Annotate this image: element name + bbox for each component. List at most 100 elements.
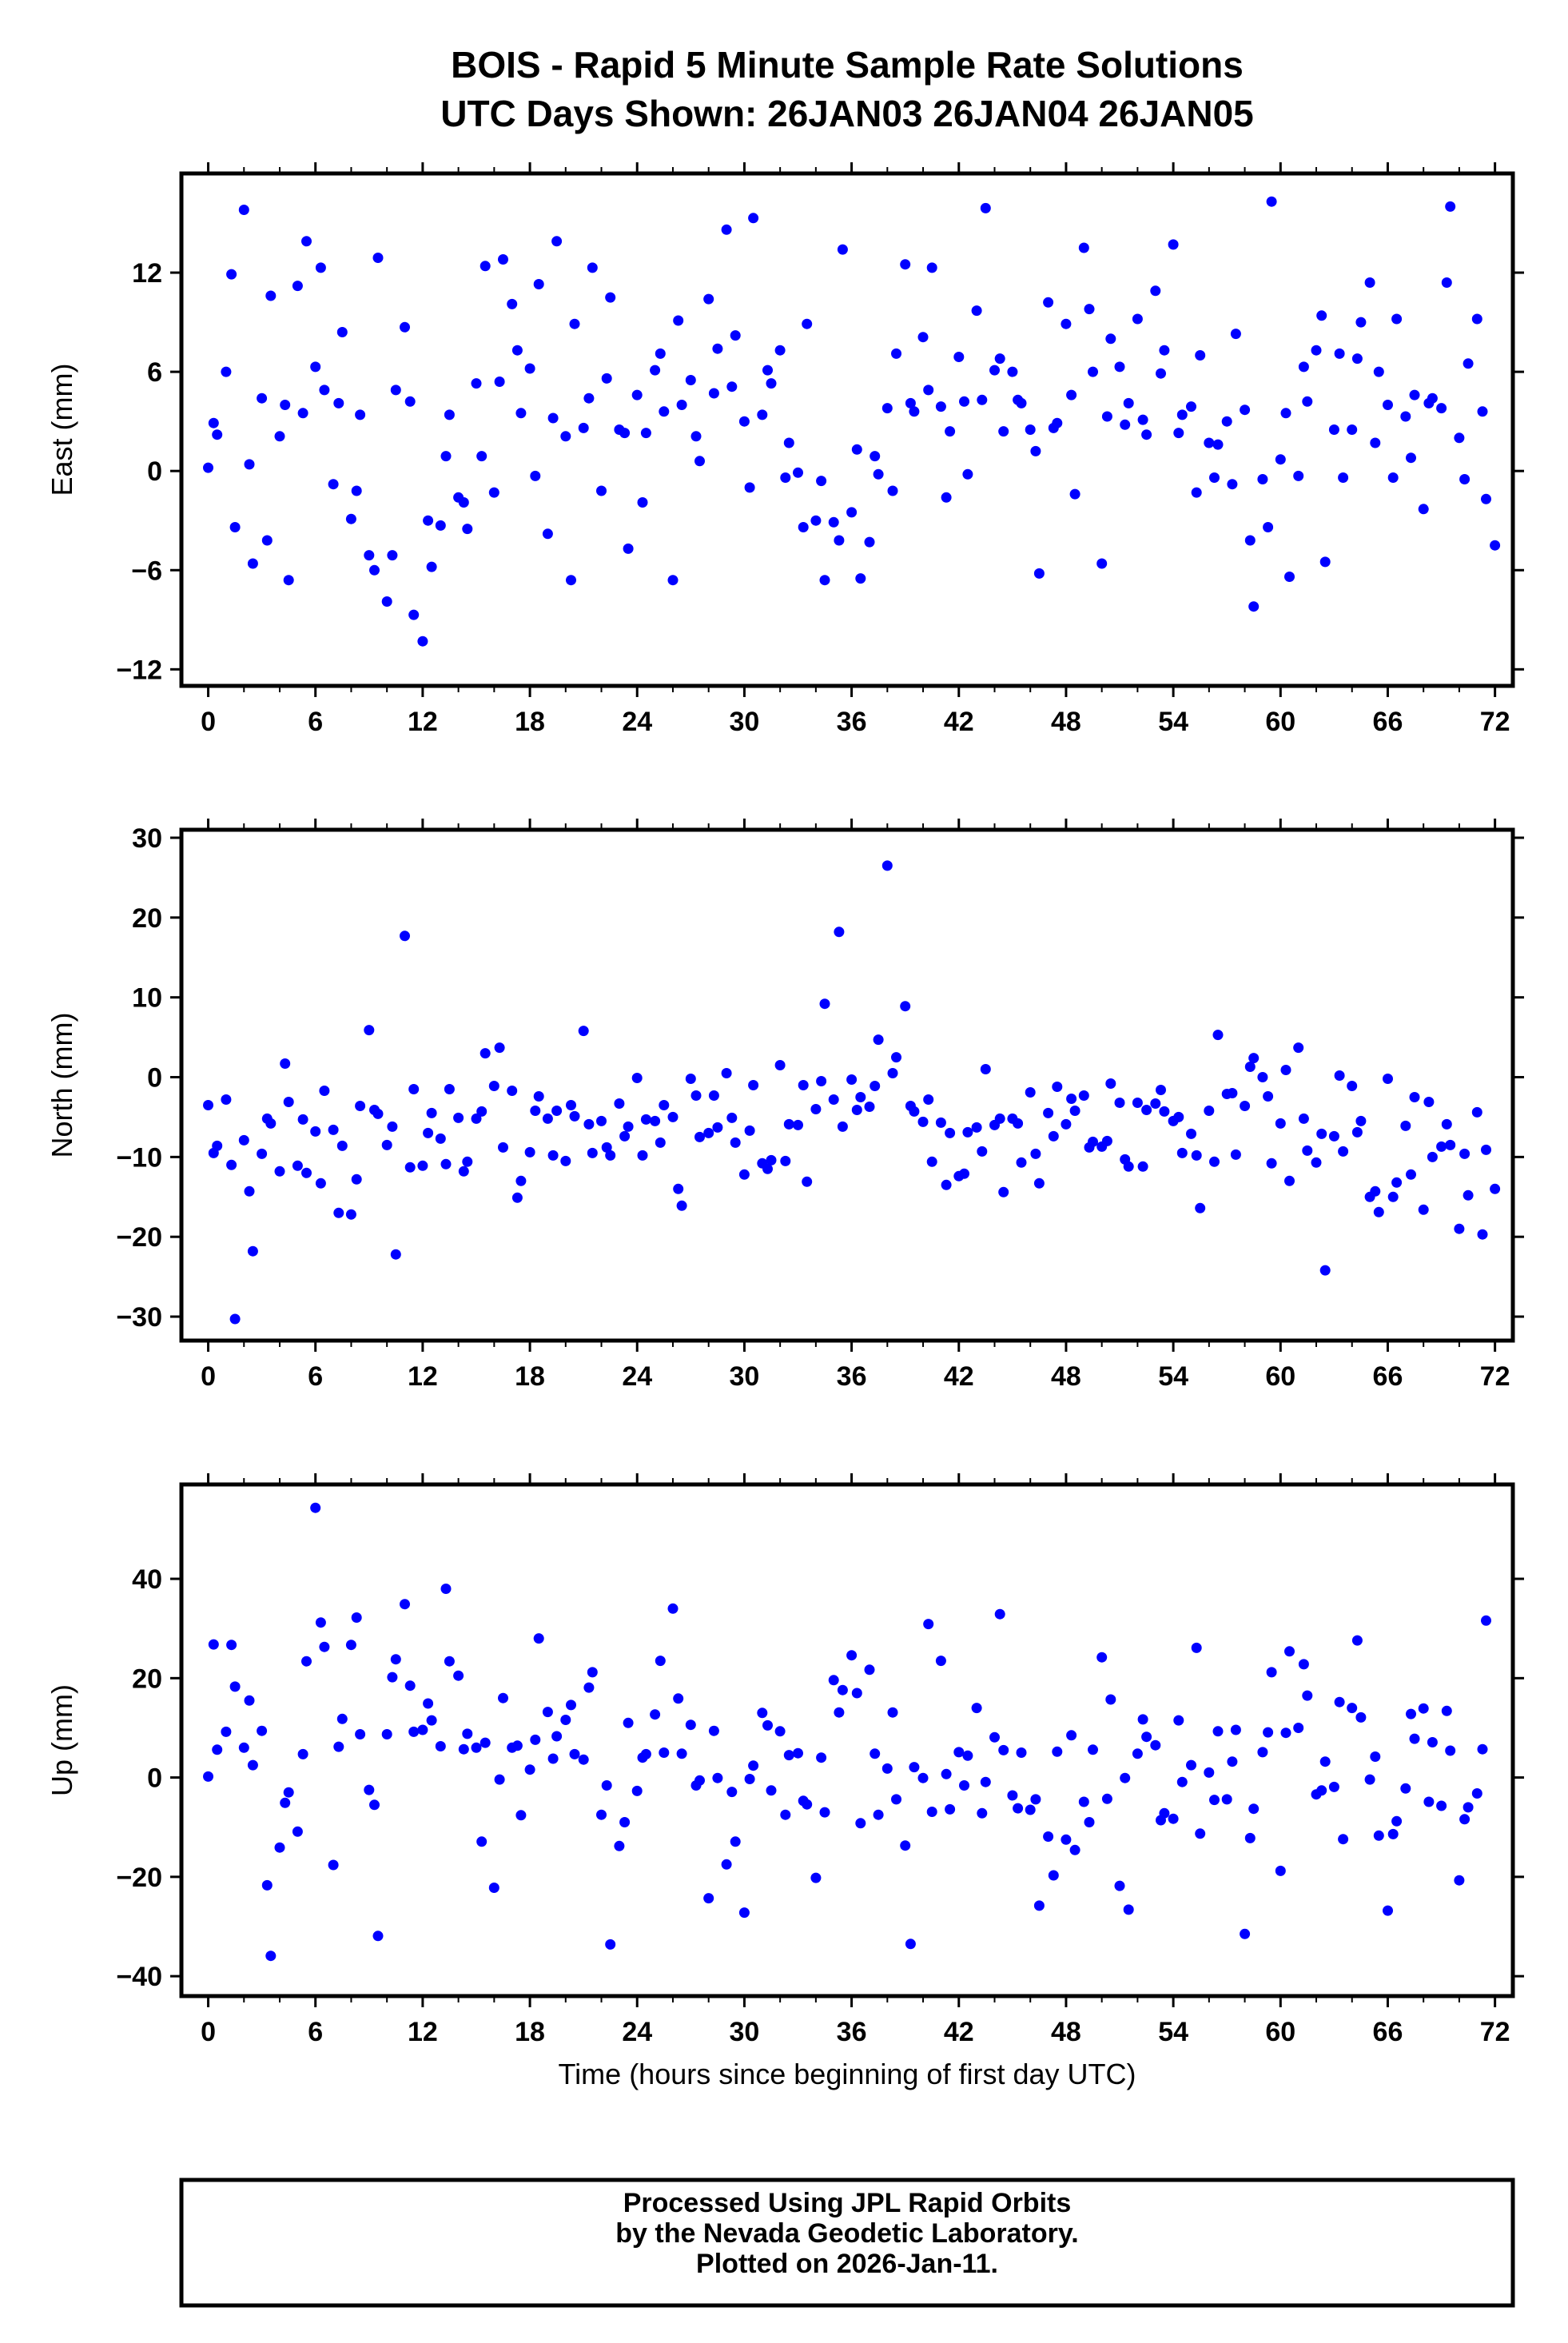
east-data-point	[387, 550, 398, 561]
east-data-point	[1298, 361, 1309, 373]
north-data-point	[444, 1084, 455, 1094]
east-data-point	[244, 459, 255, 470]
east-data-point	[917, 332, 929, 343]
up-y-tick-label: −20	[116, 1863, 162, 1893]
east-data-point	[1248, 601, 1260, 612]
up-data-point	[1221, 1794, 1232, 1805]
east-data-point	[1168, 239, 1179, 250]
east-data-point	[926, 262, 937, 273]
east-data-point	[855, 573, 866, 584]
east-data-point	[1120, 419, 1131, 430]
east-data-point	[1088, 366, 1098, 377]
up-data-point	[1078, 1796, 1089, 1807]
up-data-point	[909, 1762, 920, 1773]
up-data-point	[1007, 1790, 1018, 1801]
east-data-point	[587, 262, 598, 273]
up-data-point	[1240, 1928, 1251, 1939]
up-data-point	[1013, 1803, 1024, 1814]
north-data-point	[673, 1183, 684, 1194]
up-data-point	[721, 1859, 732, 1870]
north-data-point	[515, 1175, 527, 1186]
up-data-point	[1364, 1774, 1375, 1785]
north-data-point	[1316, 1128, 1327, 1139]
up-data-point	[578, 1754, 589, 1765]
up-data-point	[953, 1747, 965, 1758]
up-data-point	[1123, 1904, 1134, 1915]
north-x-tick-label: 42	[944, 1361, 974, 1392]
up-points	[203, 1502, 1491, 1962]
north-data-point	[1280, 1065, 1291, 1075]
north-x-tick-label: 24	[622, 1361, 652, 1392]
up-data-point	[1212, 1726, 1224, 1737]
north-data-point	[1400, 1120, 1411, 1131]
up-data-point	[274, 1842, 285, 1853]
north-data-point	[1418, 1204, 1429, 1215]
up-data-point	[1427, 1737, 1438, 1747]
east-data-point	[1030, 445, 1041, 456]
north-data-point	[676, 1200, 687, 1211]
east-data-point	[1105, 333, 1116, 345]
east-data-point	[637, 497, 648, 508]
north-data-point	[1141, 1105, 1152, 1115]
up-data-point	[738, 1907, 750, 1919]
north-data-point	[1459, 1148, 1470, 1159]
up-data-point	[494, 1774, 505, 1785]
up-data-point	[336, 1713, 348, 1724]
up-data-point	[1030, 1794, 1041, 1805]
east-data-point	[1373, 366, 1384, 377]
up-data-point	[596, 1809, 607, 1820]
east-y-tick-label: 0	[147, 456, 162, 487]
east-data-point	[935, 401, 946, 412]
up-data-point	[873, 1809, 884, 1820]
north-data-point	[1257, 1072, 1268, 1082]
north-data-point	[560, 1155, 571, 1166]
up-data-point	[569, 1748, 580, 1759]
up-y-tick-label: 40	[132, 1564, 162, 1595]
north-data-point	[435, 1133, 446, 1144]
up-x-tick-label: 36	[837, 2017, 867, 2047]
north-data-point	[261, 1113, 273, 1124]
up-data-point	[551, 1731, 563, 1742]
north-data-point	[1319, 1265, 1331, 1276]
up-data-point	[851, 1688, 862, 1699]
east-data-point	[1302, 396, 1313, 407]
up-x-tick-label: 72	[1480, 2017, 1510, 2047]
east-data-point	[1409, 389, 1420, 400]
up-data-point	[229, 1681, 241, 1692]
north-data-point	[1176, 1147, 1188, 1158]
east-data-point	[274, 431, 285, 442]
east-data-point	[292, 281, 303, 292]
north-data-point	[226, 1159, 237, 1170]
east-data-point	[1137, 414, 1148, 425]
up-data-point	[712, 1772, 723, 1783]
east-data-point	[783, 437, 794, 448]
east-x-tick-label: 66	[1373, 707, 1403, 737]
east-data-point	[1084, 304, 1095, 315]
north-data-point	[601, 1142, 612, 1153]
north-y-tick-label: −20	[116, 1222, 162, 1253]
east-data-point	[1263, 522, 1274, 532]
up-data-point	[1186, 1759, 1196, 1771]
up-data-point	[690, 1780, 702, 1791]
north-data-point	[623, 1121, 634, 1132]
east-data-point	[673, 315, 684, 326]
up-data-point	[462, 1728, 473, 1739]
east-data-point	[945, 426, 956, 437]
north-data-point	[962, 1126, 973, 1138]
north-data-point	[1204, 1106, 1215, 1116]
footer-line3: Plotted on 2026-Jan-11.	[696, 2249, 998, 2279]
up-data-point	[488, 1883, 499, 1893]
up-data-point	[935, 1656, 946, 1667]
up-data-point	[1227, 1756, 1238, 1767]
north-x-tick-label: 48	[1051, 1361, 1081, 1392]
up-data-point	[1409, 1733, 1420, 1744]
north-data-point	[1209, 1156, 1220, 1167]
east-data-point	[802, 318, 813, 329]
north-data-point	[1052, 1082, 1063, 1092]
north-data-point	[257, 1148, 268, 1159]
up-data-point	[1052, 1746, 1063, 1757]
north-data-point	[1191, 1150, 1202, 1161]
east-data-point	[1471, 313, 1482, 325]
north-data-point	[1025, 1087, 1036, 1098]
east-data-point	[659, 406, 670, 417]
